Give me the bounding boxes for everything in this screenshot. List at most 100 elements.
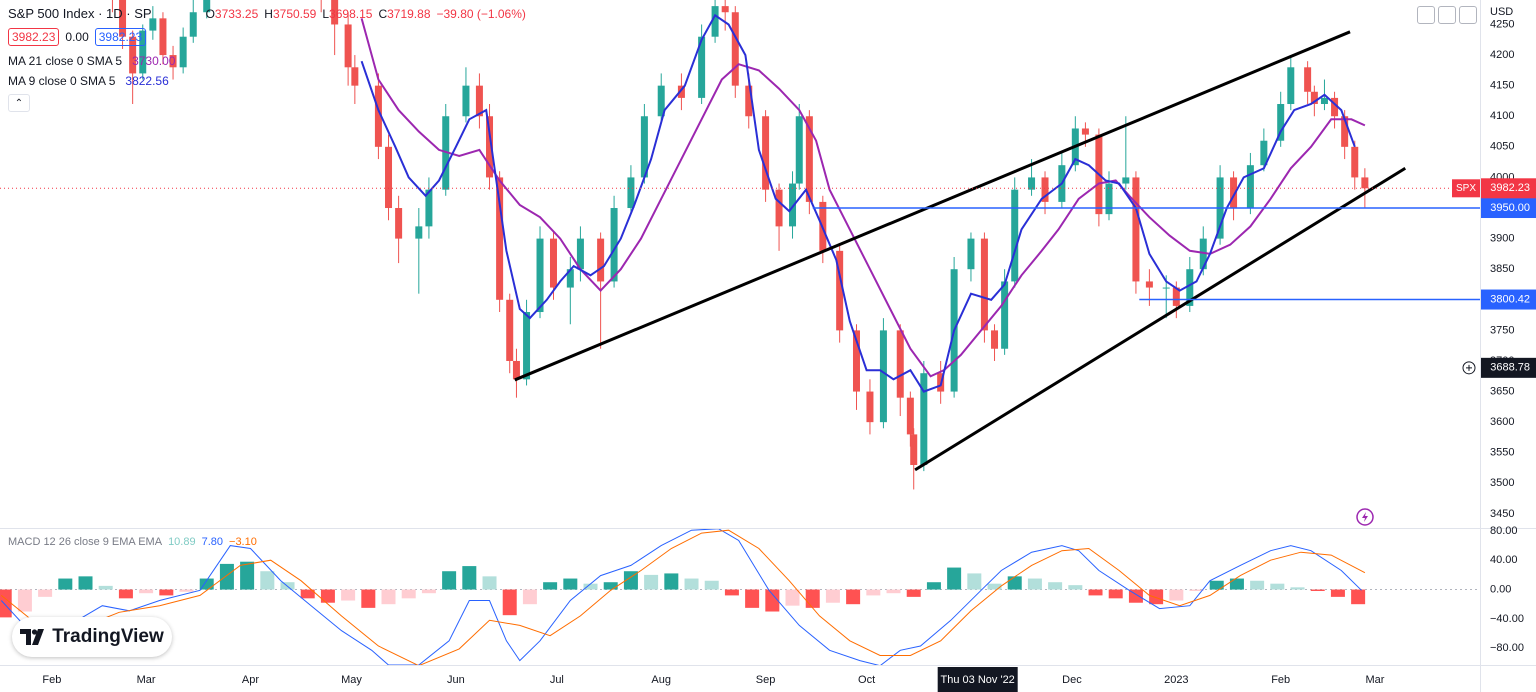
macd-histogram-bar	[361, 589, 376, 608]
macd-histogram-bar	[1128, 589, 1143, 603]
crosshair-date-tag: Thu 03 Nov '22	[941, 674, 1015, 686]
macd-histogram-bar	[987, 583, 1002, 590]
macd-histogram-bar	[0, 589, 12, 618]
macd-histogram-bar	[1229, 578, 1244, 590]
candle-body	[745, 85, 753, 117]
x-tick-label: Sep	[756, 674, 776, 686]
y-tick-label: 3600	[1490, 416, 1514, 428]
candle-body	[627, 177, 635, 209]
bid[interactable]: 3982.23	[8, 28, 60, 46]
candle-body	[711, 6, 719, 37]
toolbar-button[interactable]	[1459, 6, 1477, 24]
macd-histogram-bar	[603, 582, 618, 590]
candle-body	[129, 36, 137, 74]
macd-histogram-bar	[1209, 580, 1224, 590]
macd-histogram-bar	[765, 589, 780, 612]
ohlc-legend: O3733.25 H3750.59 L3698.15 C3719.88	[206, 7, 431, 21]
macd-histogram-bar	[58, 578, 73, 590]
x-tick-label: Jul	[550, 674, 564, 686]
ohlc-value: 3719.88	[387, 6, 431, 21]
macd-histogram-bar	[926, 582, 941, 590]
macd-histogram-bar	[219, 563, 234, 590]
ma-value: 3822.56	[125, 74, 169, 88]
candle-body	[203, 0, 211, 13]
macd-legend-value: 7.80	[201, 536, 224, 548]
ask[interactable]: 3982.23	[94, 28, 147, 46]
candle-body	[1277, 104, 1285, 141]
candle-body	[1199, 238, 1207, 270]
candle-body	[1122, 177, 1130, 184]
candle-body	[566, 269, 574, 288]
candle-body	[721, 6, 729, 13]
macd-histogram-bar	[260, 571, 275, 590]
macd-histogram-bar	[1048, 582, 1063, 590]
macd-pane	[0, 529, 1480, 665]
candle-body	[189, 12, 197, 37]
macd-histogram-bar	[704, 580, 719, 590]
hline-tag: 3950.00	[1490, 202, 1530, 214]
candle-body	[795, 116, 803, 184]
macd-histogram-bar	[381, 589, 396, 605]
quote-row: 3982.23 0.00 3982.23	[8, 28, 147, 46]
candle-body	[179, 36, 187, 68]
ohlc-key: H	[264, 6, 273, 21]
macd-tick-label: 0.00	[1490, 583, 1511, 595]
candle-body	[789, 183, 797, 227]
macd-histogram-bar	[623, 571, 638, 590]
x-tick-label: Feb	[42, 674, 61, 686]
macd-histogram-bar	[866, 589, 881, 596]
x-tick-label: Mar	[137, 674, 156, 686]
macd-line	[0, 529, 1362, 665]
toolbar-button[interactable]	[1417, 6, 1435, 24]
ohlc-value: 3698.15	[329, 6, 373, 21]
ohlc-item: L3698.15	[322, 7, 372, 21]
symbol-title[interactable]: S&P 500 Index · 1D · SP	[8, 6, 152, 21]
macd-tick-label: −80.00	[1490, 642, 1524, 654]
logo-icon	[20, 629, 45, 645]
collapse-button[interactable]: ⌃	[8, 94, 30, 112]
logo[interactable]: TradingView	[12, 617, 172, 657]
crosshair-price-tag-bg	[1481, 357, 1536, 378]
candle-body	[906, 397, 914, 435]
macd-histogram-bar	[967, 573, 982, 590]
symbol-header: S&P 500 Index · 1D · SP O3733.25 H3750.59…	[8, 6, 526, 21]
candle-body	[385, 146, 393, 209]
macd-histogram-bar	[320, 589, 335, 603]
candle-body	[775, 189, 783, 227]
y-tick-label: 3850	[1490, 263, 1514, 275]
candle-body	[967, 238, 975, 270]
candle-body	[762, 116, 770, 190]
macd-histogram-bar	[502, 589, 517, 616]
symbol-tag-bg	[1452, 179, 1480, 198]
macd-tick-label: −40.00	[1490, 613, 1524, 625]
currency[interactable]: USD	[1490, 6, 1513, 18]
macd-histogram-bar	[421, 589, 436, 594]
candle-body	[1320, 97, 1328, 105]
ma-value: 3730.00	[132, 54, 176, 68]
candle-body	[1105, 183, 1113, 215]
ohlc-key: O	[205, 6, 215, 21]
lightning-icon[interactable]	[1356, 508, 1374, 526]
toolbar-button[interactable]	[1438, 6, 1456, 24]
y-tick-label: 4250	[1490, 18, 1514, 30]
macd-histogram-bar	[159, 589, 174, 596]
y-tick-label: 4050	[1490, 141, 1514, 153]
macd-histogram-bar	[78, 576, 93, 590]
candle-body	[1310, 91, 1318, 105]
candle-body	[1001, 281, 1009, 349]
macd-legend-value: −3.10	[229, 536, 257, 548]
macd-histogram-bar	[1068, 585, 1083, 590]
trend-line	[514, 30, 1351, 382]
macd-histogram-bar	[563, 578, 578, 590]
macd-title: MACD 12 26 close 9 EMA EMA	[8, 536, 163, 548]
hline-tag: 3800.42	[1490, 293, 1530, 305]
candle-body	[805, 116, 813, 202]
macd-line	[0, 529, 1366, 665]
candle-body	[344, 24, 352, 68]
candle-body	[1011, 189, 1019, 282]
candle-body	[698, 36, 706, 98]
macd-histogram-bar	[199, 578, 214, 590]
macd-tick-label: 80.00	[1490, 525, 1518, 537]
ma-name: MA 9 close 0 SMA 5	[8, 74, 116, 88]
